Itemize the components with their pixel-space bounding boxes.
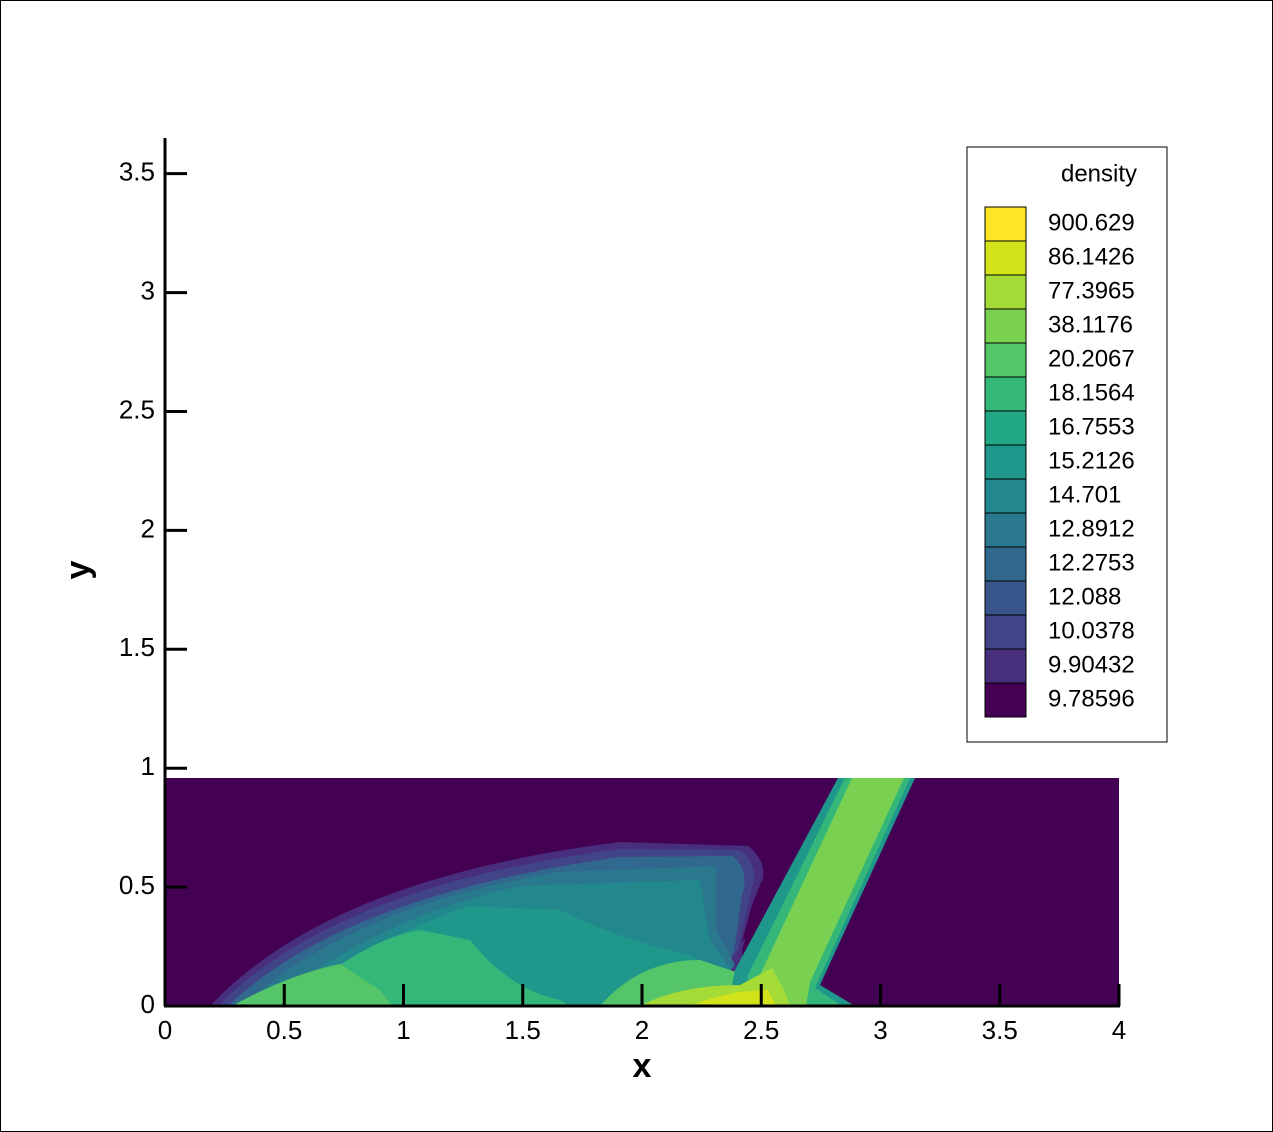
y-tick-label: 3.5 — [119, 157, 155, 187]
legend-label: 14.701 — [1048, 481, 1121, 508]
legend-label: 9.78596 — [1048, 685, 1135, 712]
contour-region — [742, 880, 762, 942]
y-axis-title: y — [59, 560, 97, 579]
x-tick-label: 0 — [158, 1015, 172, 1045]
x-tick-label: 2 — [635, 1015, 649, 1045]
legend-label: 12.088 — [1048, 583, 1121, 610]
y-tick-label: 3 — [141, 275, 155, 305]
x-axis-title: x — [633, 1047, 652, 1085]
y-tick-label: 0 — [141, 989, 155, 1019]
legend-label: 86.1426 — [1048, 243, 1135, 270]
legend-label: 16.7553 — [1048, 413, 1135, 440]
contour-region — [752, 778, 904, 1006]
x-tick-label: 3.5 — [982, 1015, 1018, 1045]
y-tick-label: 2 — [141, 513, 155, 543]
legend-label: 15.2126 — [1048, 447, 1135, 474]
legend-swatch — [984, 444, 1027, 480]
legend-swatch — [984, 682, 1027, 718]
x-tick-label: 0.5 — [266, 1015, 302, 1045]
x-tick-label: 2.5 — [743, 1015, 779, 1045]
legend-label: 12.2753 — [1048, 549, 1135, 576]
legend-label: 900.629 — [1048, 209, 1135, 236]
legend-swatch — [984, 342, 1027, 378]
contour-field — [165, 778, 1119, 1006]
legend-title: density — [1061, 160, 1137, 187]
x-tick-label: 4 — [1112, 1015, 1126, 1045]
x-tick-label: 1.5 — [505, 1015, 541, 1045]
legend-swatch — [984, 240, 1027, 276]
legend: density 900.629 86.1426 77.3965 38.1176 20.2… — [966, 146, 1168, 743]
legend-label: 77.3965 — [1048, 277, 1135, 304]
y-tick-label: 2.5 — [119, 394, 155, 424]
legend-label: 20.2067 — [1048, 345, 1135, 372]
legend-label: 38.1176 — [1048, 311, 1133, 338]
legend-swatch — [984, 308, 1027, 344]
legend-label: 10.0378 — [1048, 617, 1135, 644]
legend-label: 9.90432 — [1048, 651, 1135, 678]
legend-swatch — [984, 614, 1027, 650]
contour-region — [690, 990, 776, 1006]
x-tick-label: 1 — [396, 1015, 410, 1045]
legend-swatch — [984, 546, 1027, 582]
x-tick-label: 3 — [873, 1015, 887, 1045]
legend-swatch — [984, 512, 1027, 548]
legend-swatch — [984, 580, 1027, 616]
legend-swatch — [984, 376, 1027, 412]
y-tick-label: 1.5 — [119, 632, 155, 662]
contour-region — [232, 964, 392, 1006]
legend-swatch — [984, 648, 1027, 684]
y-tick-label: 0.5 — [119, 870, 155, 900]
legend-swatch — [984, 478, 1027, 514]
legend-label: 12.8912 — [1048, 515, 1135, 542]
legend-swatch — [984, 206, 1027, 242]
legend-swatch — [984, 410, 1027, 446]
legend-label: 18.1564 — [1048, 379, 1135, 406]
legend-swatch — [984, 274, 1027, 310]
y-tick-label: 1 — [141, 751, 155, 781]
